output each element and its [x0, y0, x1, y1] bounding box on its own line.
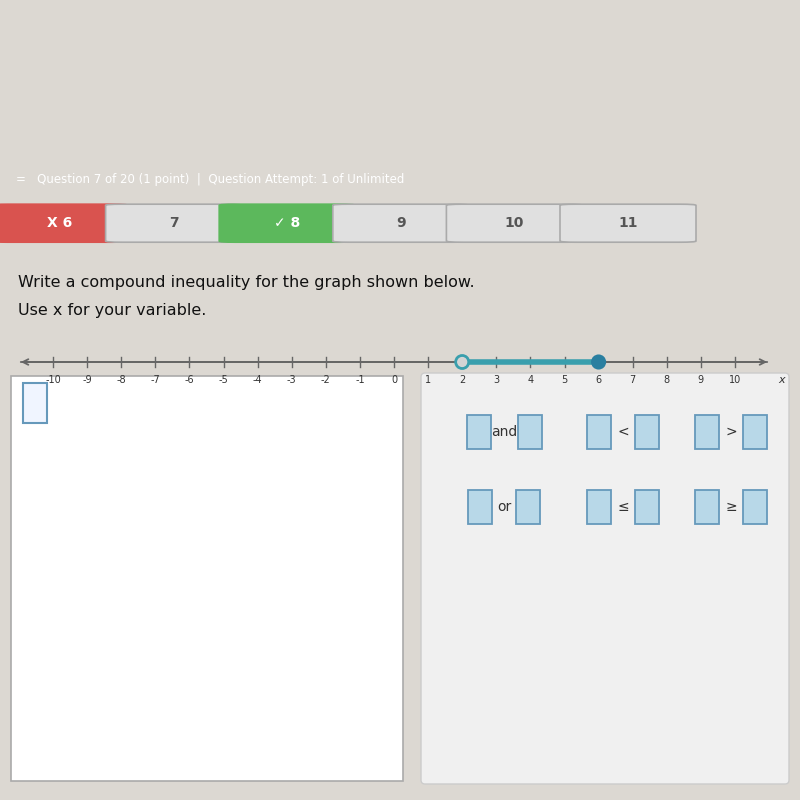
FancyBboxPatch shape: [695, 490, 719, 524]
FancyBboxPatch shape: [743, 415, 767, 449]
FancyBboxPatch shape: [466, 415, 490, 449]
FancyBboxPatch shape: [743, 490, 767, 524]
FancyBboxPatch shape: [695, 415, 719, 449]
FancyBboxPatch shape: [11, 376, 403, 781]
FancyBboxPatch shape: [421, 373, 789, 784]
Text: or: or: [497, 500, 511, 514]
Text: 0: 0: [391, 375, 397, 385]
Text: ≤: ≤: [617, 500, 629, 514]
Text: -2: -2: [321, 375, 330, 385]
Text: -7: -7: [150, 375, 160, 385]
Text: 7: 7: [169, 216, 178, 230]
Text: >: >: [725, 425, 737, 439]
FancyBboxPatch shape: [587, 490, 611, 524]
Text: -6: -6: [185, 375, 194, 385]
Text: 9: 9: [396, 216, 406, 230]
FancyBboxPatch shape: [516, 490, 540, 524]
Text: Use x for your variable.: Use x for your variable.: [18, 302, 206, 318]
Text: =   Question 7 of 20 (1 point)  |  Question Attempt: 1 of Unlimited: = Question 7 of 20 (1 point) | Question …: [16, 173, 404, 186]
FancyBboxPatch shape: [635, 415, 659, 449]
Text: -3: -3: [287, 375, 297, 385]
Text: 8: 8: [664, 375, 670, 385]
Text: ≥: ≥: [725, 500, 737, 514]
Circle shape: [458, 358, 466, 366]
FancyBboxPatch shape: [468, 490, 492, 524]
Text: 1: 1: [425, 375, 431, 385]
Text: 10: 10: [729, 375, 741, 385]
Text: X 6: X 6: [47, 216, 73, 230]
FancyBboxPatch shape: [446, 204, 582, 242]
Text: 10: 10: [505, 216, 524, 230]
Text: Write a compound inequality for the graph shown below.: Write a compound inequality for the grap…: [18, 274, 474, 290]
Text: 7: 7: [630, 375, 636, 385]
FancyBboxPatch shape: [0, 204, 128, 242]
Text: 5: 5: [562, 375, 568, 385]
Text: and: and: [491, 425, 518, 439]
Text: 4: 4: [527, 375, 534, 385]
FancyBboxPatch shape: [219, 204, 355, 242]
Text: -5: -5: [218, 375, 228, 385]
FancyBboxPatch shape: [106, 204, 242, 242]
Text: x: x: [778, 375, 785, 385]
FancyBboxPatch shape: [333, 204, 469, 242]
Text: ✓ 8: ✓ 8: [274, 216, 300, 230]
Circle shape: [456, 355, 469, 369]
Text: -9: -9: [82, 375, 92, 385]
Text: -1: -1: [355, 375, 365, 385]
Circle shape: [592, 355, 605, 369]
FancyBboxPatch shape: [560, 204, 696, 242]
Text: 3: 3: [494, 375, 499, 385]
Text: 2: 2: [459, 375, 466, 385]
FancyBboxPatch shape: [587, 415, 611, 449]
FancyBboxPatch shape: [518, 415, 542, 449]
Text: <: <: [617, 425, 629, 439]
Text: 11: 11: [618, 216, 638, 230]
Text: -4: -4: [253, 375, 262, 385]
Text: 6: 6: [595, 375, 602, 385]
Text: 9: 9: [698, 375, 704, 385]
FancyBboxPatch shape: [635, 490, 659, 524]
FancyBboxPatch shape: [23, 383, 47, 423]
Text: -10: -10: [45, 375, 61, 385]
Text: -8: -8: [116, 375, 126, 385]
